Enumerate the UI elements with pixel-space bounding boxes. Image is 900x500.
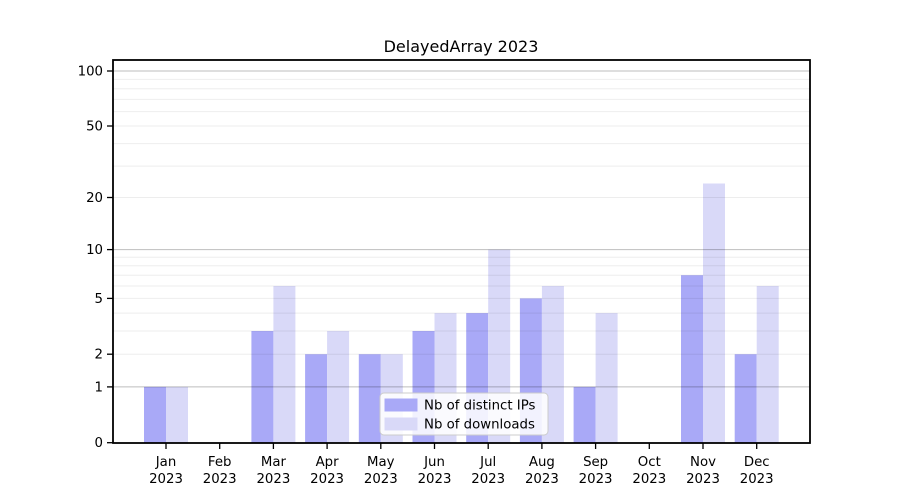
- bar-downloads-sep: [595, 313, 618, 443]
- y-tick-label: 20: [86, 191, 103, 206]
- legend-label-downloads: Nb of downloads: [424, 418, 535, 433]
- legend-swatch-distinct-ips: [384, 398, 418, 412]
- bar-distinct-ips-may: [358, 354, 381, 443]
- x-tick-label-year: 2023: [740, 472, 774, 487]
- x-tick-label-year: 2023: [471, 472, 505, 487]
- bar-downloads-apr: [327, 331, 350, 443]
- x-tick-label-year: 2023: [632, 472, 666, 487]
- x-tick-label-month: Jun: [423, 455, 445, 470]
- y-tick-label: 0: [95, 436, 103, 451]
- y-tick-label: 5: [95, 292, 103, 307]
- x-tick-label-year: 2023: [525, 472, 559, 487]
- x-tick-label-year: 2023: [310, 472, 344, 487]
- x-tick-label-month: Apr: [316, 455, 340, 470]
- bar-downloads-jan: [166, 386, 188, 443]
- x-tick-label-month: Jan: [155, 455, 177, 470]
- y-tick-label: 100: [78, 65, 103, 80]
- legend-box: [379, 392, 549, 436]
- y-tick-label: 10: [86, 243, 103, 258]
- axis-ticks: [107, 70, 758, 449]
- bar-downloads-dec: [756, 286, 779, 443]
- y-tick-label: 1: [95, 380, 103, 395]
- x-tick-label-month: Oct: [638, 455, 661, 470]
- legend: Nb of distinct IPs Nb of downloads: [379, 392, 549, 436]
- x-tick-label-year: 2023: [579, 472, 613, 487]
- x-tick-label-month: Sep: [583, 455, 608, 470]
- chart-title: DelayedArray 2023: [384, 37, 539, 56]
- x-tick-label-year: 2023: [256, 472, 290, 487]
- x-tick-label-year: 2023: [686, 472, 720, 487]
- x-tick-label-year: 2023: [364, 472, 398, 487]
- x-tick-label-month: Aug: [529, 455, 555, 470]
- bar-downloads-mar: [273, 286, 296, 443]
- bar-distinct-ips-sep: [573, 386, 596, 443]
- y-tick-label: 2: [95, 348, 103, 363]
- y-tick-labels: 0 1 2 5 10 20 50 100: [78, 65, 103, 452]
- bar-distinct-ips-mar: [251, 331, 274, 443]
- legend-swatch-downloads: [384, 417, 418, 431]
- x-tick-label-month: May: [367, 455, 395, 470]
- x-tick-label-month: Nov: [690, 455, 716, 470]
- gridlines-layer: [113, 70, 810, 388]
- plot-frame: [112, 59, 811, 444]
- x-tick-label-year: 2023: [203, 472, 237, 487]
- bar-distinct-ips-jan: [144, 386, 166, 443]
- x-tick-label-month: Feb: [208, 455, 232, 470]
- x-tick-label-year: 2023: [418, 472, 452, 487]
- y-tick-label: 50: [86, 120, 103, 135]
- x-tick-label-month: Dec: [744, 455, 770, 470]
- x-tick-label-year: 2023: [149, 472, 183, 487]
- bar-distinct-ips-nov: [681, 275, 703, 443]
- bar-distinct-ips-apr: [305, 354, 328, 443]
- legend-label-distinct-ips: Nb of distinct IPs: [424, 399, 536, 414]
- x-tick-label-month: Jul: [479, 455, 496, 470]
- x-tick-label-month: Mar: [261, 455, 287, 470]
- bar-downloads-nov: [703, 183, 725, 443]
- bar-distinct-ips-dec: [734, 354, 757, 443]
- x-tick-labels: Jan 2023 Feb 2023 Mar 2023 Apr 2023 May 2023 Jun 20…: [149, 455, 774, 487]
